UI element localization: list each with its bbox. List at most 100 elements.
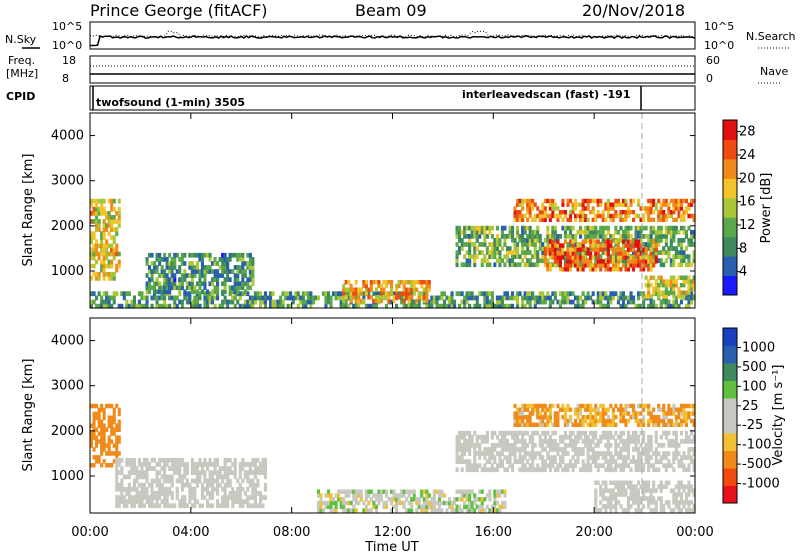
scatter-cell	[168, 269, 172, 274]
colorbar-swatch	[723, 468, 737, 486]
scatter-cell	[521, 229, 525, 235]
scatter-cell	[652, 263, 656, 268]
scatter-cell	[584, 198, 588, 204]
scatter-cell	[223, 295, 227, 301]
scatter-cell	[253, 486, 257, 492]
scatter-cell	[574, 263, 578, 268]
scatter-cell	[687, 254, 691, 259]
scatter-cell	[269, 303, 273, 309]
scatter-cell	[634, 496, 638, 501]
scatter-cell	[349, 500, 353, 506]
scatter-cell	[551, 443, 555, 448]
scatter-cell	[216, 285, 220, 291]
scatter-cell	[420, 295, 424, 300]
scatter-cell	[127, 457, 131, 463]
scatter-cell	[180, 281, 184, 287]
scatter-cell	[505, 234, 509, 239]
scatter-cell	[637, 198, 641, 204]
scatter-cell	[500, 303, 504, 309]
scatter-cell	[642, 415, 646, 420]
scatter-cell	[253, 491, 257, 496]
scatter-cell	[616, 263, 620, 268]
scatter-cell	[644, 251, 648, 256]
scatter-cell	[654, 303, 658, 309]
scatter-cell	[324, 303, 328, 309]
scatter-cell	[125, 303, 129, 309]
scatter-cell	[626, 451, 630, 456]
scatter-cell	[569, 217, 573, 222]
scatter-cell	[513, 415, 517, 420]
scatter-cell	[677, 250, 681, 255]
scatter-cell	[100, 263, 104, 269]
scatter-cell	[132, 470, 136, 475]
scatter-cell	[546, 418, 550, 424]
scatter-cell	[384, 500, 388, 506]
scatter-cell	[611, 263, 615, 268]
scatter-cell	[679, 250, 683, 255]
scatter-cell	[551, 213, 555, 219]
scatter-cell	[185, 281, 189, 287]
scatter-cell	[112, 239, 116, 245]
scatter-cell	[541, 299, 545, 305]
scatter-cell	[626, 508, 630, 513]
scatter-cell	[458, 234, 462, 239]
scatter-cell	[493, 493, 497, 498]
scatter-cell	[480, 489, 484, 494]
scatter-cell	[226, 457, 230, 463]
scatter-cell	[589, 295, 593, 301]
scatter-cell	[579, 434, 583, 440]
scatter-cell	[455, 489, 459, 494]
scatter-cell	[493, 508, 497, 513]
scatter-cell	[92, 247, 96, 253]
scatter-cell	[251, 462, 255, 467]
scatter-cell	[241, 273, 245, 278]
scatter-cell	[233, 474, 237, 480]
scatter-cell	[180, 462, 184, 467]
scatter-cell	[634, 434, 638, 440]
scatter-cell	[679, 217, 683, 222]
scatter-cell	[286, 291, 290, 297]
scatter-cell	[258, 466, 262, 471]
scatter-cell	[465, 262, 469, 268]
scatter-cell	[579, 225, 583, 231]
scatter-cell	[644, 455, 648, 460]
scatter-cell	[649, 251, 653, 256]
scatter-cell	[543, 439, 547, 444]
scatter-cell	[662, 290, 666, 295]
scatter-cell	[281, 303, 285, 309]
scatter-cell	[516, 262, 520, 268]
scatter-cell	[180, 299, 184, 305]
scatter-cell	[468, 463, 472, 468]
scatter-cell	[221, 252, 225, 258]
scatter-cell	[553, 247, 557, 252]
scatter-cell	[483, 254, 487, 259]
scatter-cell	[339, 489, 343, 494]
scatter-cell	[624, 508, 628, 513]
scatter-cell	[347, 287, 351, 292]
y-tick-label: 4000	[51, 129, 84, 144]
scatter-cell	[647, 294, 651, 299]
scatter-cell	[223, 261, 227, 266]
scatter-cell	[687, 242, 691, 247]
scatter-cell	[263, 299, 267, 305]
scatter-cell	[538, 439, 542, 444]
scatter-cell	[140, 482, 144, 488]
scatter-cell	[352, 497, 356, 502]
scatter-cell	[92, 231, 96, 236]
scatter-cell	[652, 467, 656, 473]
scatter-cell	[483, 508, 487, 513]
scatter-cell	[495, 258, 499, 263]
scatter-cell	[107, 419, 111, 425]
scatter-cell	[508, 225, 512, 231]
scatter-cell	[679, 246, 683, 251]
scatter-cell	[639, 243, 643, 248]
scatter-cell	[677, 202, 681, 207]
scatter-cell	[528, 242, 532, 247]
colorbar-swatch	[723, 236, 737, 257]
scatter-cell	[460, 299, 464, 305]
scatter-cell	[362, 280, 366, 285]
scatter-cell	[528, 299, 532, 305]
scatter-cell	[541, 467, 545, 473]
scatter-cell	[102, 276, 106, 281]
scatter-cell	[679, 430, 683, 436]
